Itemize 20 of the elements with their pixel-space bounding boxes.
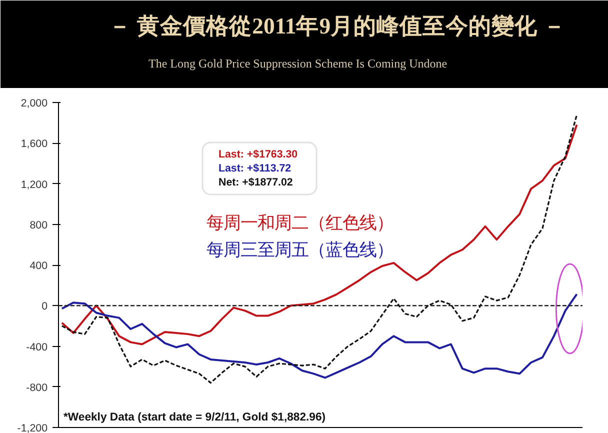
annotation: Last: +$113.72 [218,162,292,174]
y-tick-label: -400 [26,341,48,354]
y-tick-label: 400 [30,260,48,272]
y-tick-label: 1,200 [20,178,48,191]
annotation: Net: +$1877.02 [218,176,293,188]
series-label: 每周一和周二（红色线） [206,214,394,232]
chart-title: － 黄金價格從2011年9月的峰值至今的變化 － [108,14,566,38]
line-series [61,114,578,384]
y-tick-label: 1,600 [20,138,48,150]
y-tick-label: -800 [26,382,48,394]
line-series [60,124,578,346]
annotation: Last: +$1763.30 [218,148,298,160]
y-tick-label: 0 [42,300,48,313]
chart-subtitle: The Long Gold Price Suppression Scheme Is Coming Undone [148,56,448,70]
line-series [60,293,578,379]
text: 每周三至周五（蓝色线） [206,240,394,260]
y-tick-label: -1,200 [17,422,48,433]
y-tick-label: 2,000 [20,98,48,110]
annotation: *Weekly Data (start date = 9/2/11, Gold $1,882.96) [64,412,326,424]
y-tick-label: 800 [30,219,48,232]
